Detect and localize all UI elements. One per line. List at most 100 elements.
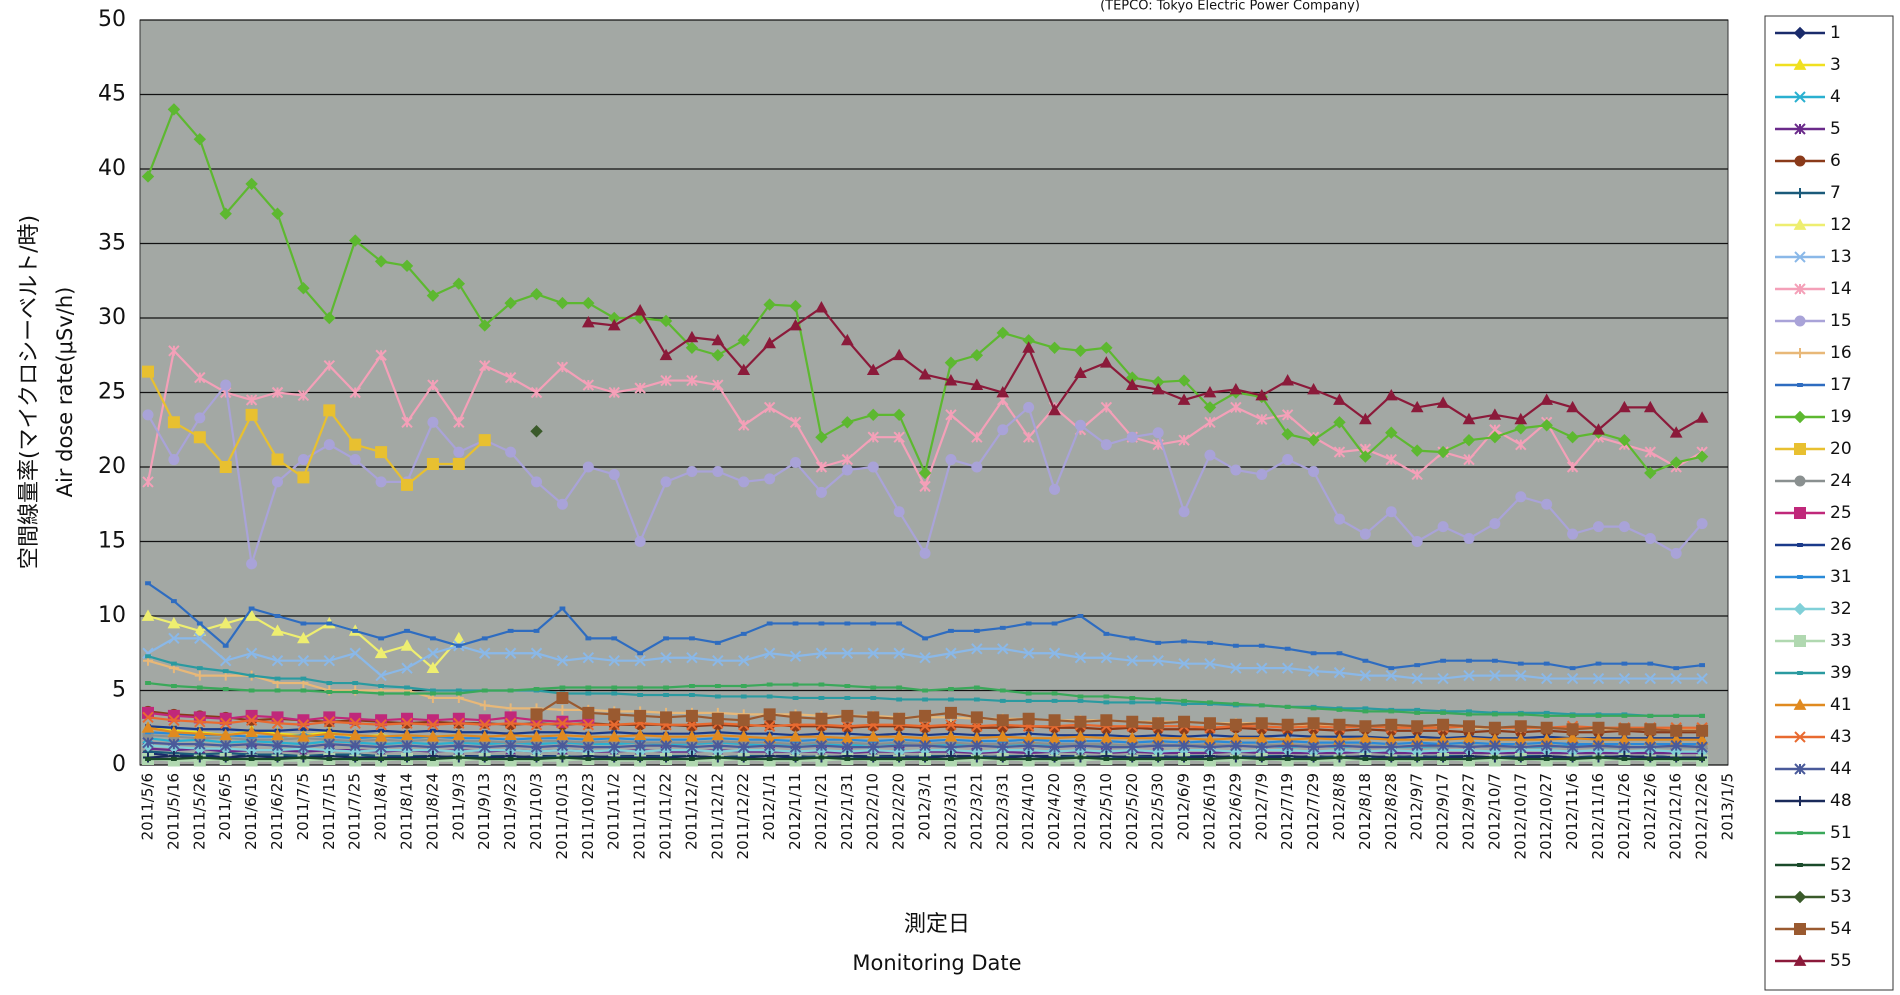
data-point: [1333, 446, 1346, 458]
data-point: [582, 652, 595, 664]
legend-marker: [1794, 283, 1806, 295]
x-tick-label: 2011/7/15: [320, 773, 338, 850]
legend-marker: [1794, 635, 1806, 647]
data-point: [1307, 665, 1320, 677]
data-point: [660, 476, 672, 488]
data-point: [1125, 378, 1139, 390]
data-point: [997, 741, 1009, 753]
data-point: [404, 685, 410, 690]
data-point: [507, 757, 514, 762]
data-point: [1025, 691, 1032, 696]
data-point: [1359, 669, 1372, 682]
data-point: [248, 757, 255, 762]
data-point: [196, 755, 203, 760]
data-point: [815, 301, 828, 313]
data-point: [1177, 393, 1191, 405]
data-point: [1515, 669, 1527, 682]
data-point: [401, 717, 413, 729]
data-point: [556, 654, 569, 667]
data-point: [1359, 720, 1372, 733]
data-point: [248, 606, 255, 611]
data-point: [789, 299, 802, 313]
data-point: [945, 647, 957, 659]
x-tick-label: 2012/10/7: [1485, 773, 1503, 850]
legend-label: 54: [1830, 919, 1852, 939]
data-point: [1440, 658, 1446, 663]
legend-label: 17: [1830, 375, 1852, 395]
x-tick-label: 2012/6/29: [1226, 773, 1244, 850]
data-point: [404, 691, 410, 696]
data-point: [1178, 434, 1190, 446]
data-point: [271, 711, 284, 724]
data-point: [245, 177, 258, 191]
data-point: [1100, 401, 1113, 414]
legend-marker: [1797, 383, 1803, 387]
data-point: [1307, 433, 1320, 447]
data-point: [530, 287, 543, 301]
data-point: [637, 685, 644, 690]
data-point: [714, 640, 721, 645]
x-tick-label: 2012/4/30: [1071, 773, 1089, 850]
data-point: [1414, 710, 1421, 715]
legend-label: 16: [1830, 343, 1852, 363]
data-point: [1436, 396, 1450, 408]
data-point: [1308, 466, 1320, 477]
x-tick-label: 2012/10/27: [1537, 773, 1555, 859]
data-point: [659, 348, 673, 361]
data-point: [867, 461, 879, 473]
data-point: [1515, 438, 1527, 451]
data-point: [1618, 741, 1631, 753]
data-point: [375, 349, 387, 361]
data-point: [352, 757, 359, 762]
data-point: [1670, 672, 1682, 685]
data-point: [1333, 416, 1346, 429]
data-point: [1177, 374, 1191, 387]
legend-label: 19: [1830, 407, 1852, 427]
data-point: [300, 676, 307, 681]
data-point: [352, 681, 359, 686]
data-point: [142, 409, 154, 421]
data-point: [689, 757, 695, 762]
data-point: [556, 728, 569, 741]
legend-marker: [1797, 543, 1803, 547]
data-point: [349, 739, 361, 752]
data-point: [948, 628, 954, 633]
data-point: [633, 728, 647, 741]
data-point: [611, 757, 618, 762]
data-point: [740, 631, 747, 636]
data-point: [1126, 654, 1138, 667]
data-point: [1152, 739, 1164, 752]
data-point: [193, 624, 207, 636]
data-point: [997, 424, 1009, 436]
data-point: [840, 333, 854, 346]
data-point: [1489, 518, 1501, 530]
data-point: [1333, 718, 1346, 731]
x-tick-label: 2012/5/30: [1149, 773, 1167, 850]
data-point: [892, 408, 906, 422]
data-point: [608, 386, 620, 399]
data-point: [582, 296, 595, 310]
data-point: [1670, 724, 1683, 737]
data-point: [1284, 646, 1291, 651]
data-point: [222, 643, 229, 648]
data-point: [1540, 721, 1553, 734]
data-point: [1569, 666, 1576, 671]
data-point: [375, 741, 387, 753]
x-tick-label: 2012/6/19: [1200, 773, 1218, 850]
data-point: [711, 349, 725, 362]
chart-title: (TEPCO: Tokyo Electric Power Company): [1100, 0, 1360, 14]
data-point: [375, 669, 387, 682]
data-point: [1281, 409, 1294, 421]
data-point: [274, 688, 281, 693]
data-point: [919, 722, 931, 734]
data-point: [844, 621, 851, 626]
legend-label: 5: [1830, 119, 1841, 139]
data-point: [711, 333, 725, 346]
data-point: [1181, 698, 1187, 703]
data-point: [479, 359, 491, 372]
data-point: [893, 647, 905, 659]
data-point: [297, 631, 310, 644]
data-point: [1621, 661, 1628, 666]
legend-marker: [1794, 155, 1806, 167]
